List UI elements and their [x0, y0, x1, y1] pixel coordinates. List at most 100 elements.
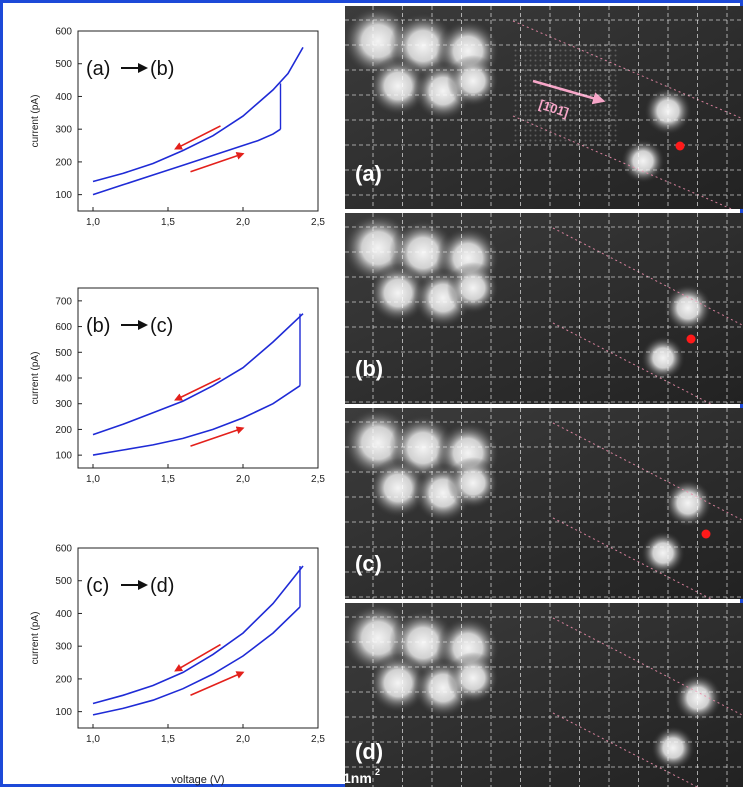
guide-line: [552, 517, 713, 599]
molecule-blob: [664, 284, 712, 332]
panel-label: (b): [355, 356, 383, 381]
figure-canvas: 1,0 1,5 2,0 2,5 100 200 300 400 500 600 current (p…: [30, 6, 743, 787]
y-tick-label: 100: [55, 190, 72, 201]
y-tick-label: 300: [55, 642, 72, 653]
iv-chart-3: 1,0 1,5 2,0 2,5 100 200 300 400 500 600 current (p…: [30, 544, 325, 746]
sweep-up-arrow: [190, 426, 245, 447]
reverse-curve: [92, 313, 304, 436]
tip-position-marker: [686, 334, 696, 344]
iv-chart-1: 1,0 1,5 2,0 2,5 100 200 300 400 500 600 current (p…: [30, 27, 325, 229]
adsorbate-blob: [368, 56, 428, 116]
guide-line: [552, 227, 743, 326]
transition-to: (b): [150, 58, 174, 80]
plot-frame: [77, 547, 319, 729]
panel-label: (a): [355, 161, 382, 186]
tip-position-marker: [675, 141, 685, 151]
iv-chart-2: 1,0 1,5 2,0 2,5 100 200 300 400 500 600 700 current…: [30, 287, 325, 485]
y-tick-label: 400: [55, 374, 72, 385]
forward-curve: [92, 385, 301, 456]
x-tick-label: 1,5: [161, 734, 175, 745]
y-tick-label: 500: [55, 348, 72, 359]
y-tick-label: 400: [55, 609, 72, 620]
plot-frame: [77, 30, 319, 212]
panel-label: (d): [355, 739, 383, 764]
molecule-blob: [621, 139, 665, 183]
transition-from: (a): [86, 58, 110, 80]
iv-charts: 1,0 1,5 2,0 2,5 100 200 300 400 500 600 current (p…: [30, 27, 325, 787]
tip-position-marker: [701, 529, 711, 539]
y-tick-label: 300: [55, 125, 72, 136]
adsorbate-blob: [368, 458, 428, 518]
molecule-blob: [664, 479, 712, 527]
stm-panel-1: [1̄01̄](a): [345, 6, 743, 209]
y-axis-label: current (pA): [30, 95, 41, 148]
molecule-blob: [641, 336, 685, 380]
x-tick-label: 2,5: [311, 474, 325, 485]
stm-image: [1̄01̄](a): [345, 6, 743, 209]
stm-panel-3: (c): [345, 408, 743, 599]
adsorbate-blob: [447, 652, 499, 704]
lattice-direction-arrow-icon: [532, 79, 606, 105]
x-tick-label: 2,0: [236, 474, 250, 485]
transition-to: (d): [150, 575, 174, 597]
sweep-up-arrow: [190, 152, 245, 173]
molecule-blob: [651, 726, 695, 770]
sweep-down-arrow: [174, 125, 221, 150]
x-axis-label: voltage (V): [171, 774, 224, 786]
transition-from: (c): [86, 575, 109, 597]
x-tick-label: 1,5: [161, 217, 175, 228]
x-tick-label: 1,5: [161, 474, 175, 485]
plot-frame: [77, 287, 319, 469]
lattice-inset: [513, 44, 618, 144]
stm-image: (d): [345, 603, 743, 787]
sweep-down-arrow: [174, 377, 221, 401]
guide-line: [552, 712, 699, 787]
stm-image: (b): [345, 213, 743, 404]
x-tick-label: 2,5: [311, 217, 325, 228]
guide-line: [552, 322, 713, 404]
transition-from: (b): [86, 315, 110, 337]
forward-curve: [92, 128, 281, 196]
guide-line: [552, 422, 743, 521]
x-tick-label: 1,0: [86, 217, 100, 228]
stm-panel-4: (d): [345, 603, 743, 787]
y-tick-label: 300: [55, 399, 72, 410]
y-tick-label: 600: [55, 27, 72, 38]
y-tick-label: 600: [55, 322, 72, 333]
reverse-curve: [92, 565, 304, 705]
y-tick-label: 700: [55, 296, 72, 307]
sweep-up-arrow: [190, 671, 245, 697]
y-tick-label: 200: [55, 425, 72, 436]
y-tick-label: 500: [55, 59, 72, 70]
y-axis-label: current (pA): [30, 352, 41, 405]
adsorbate-blob: [447, 457, 499, 509]
scale-bar-superscript: 2: [375, 767, 380, 777]
adsorbate-blob: [447, 262, 499, 314]
stm-image: (c): [345, 408, 743, 599]
guide-line: [552, 617, 743, 716]
stm-images: [1̄01̄](a) (b) (c) (d) 1nm 2: [343, 6, 743, 787]
y-tick-label: 200: [55, 157, 72, 168]
sweep-down-arrow: [174, 643, 221, 672]
reverse-curve: [92, 47, 304, 183]
y-tick-label: 100: [55, 707, 72, 718]
scale-bar-label: 1nm: [343, 770, 372, 786]
adsorbate-blob: [368, 263, 428, 323]
x-tick-label: 2,0: [236, 217, 250, 228]
x-tick-label: 1,0: [86, 734, 100, 745]
y-tick-label: 100: [55, 451, 72, 462]
y-tick-label: 400: [55, 92, 72, 103]
x-tick-label: 2,0: [236, 734, 250, 745]
molecule-blob: [674, 674, 722, 722]
x-tick-label: 1,0: [86, 474, 100, 485]
adsorbate-blob: [447, 55, 499, 107]
stm-panel-2: (b): [345, 213, 743, 404]
panel-label: (c): [355, 551, 382, 576]
forward-curve: [92, 606, 301, 716]
adsorbate-blob: [368, 653, 428, 713]
molecule-blob: [641, 531, 685, 575]
y-tick-label: 600: [55, 544, 72, 555]
y-tick-label: 500: [55, 576, 72, 587]
y-axis-label: current (pA): [30, 612, 41, 665]
